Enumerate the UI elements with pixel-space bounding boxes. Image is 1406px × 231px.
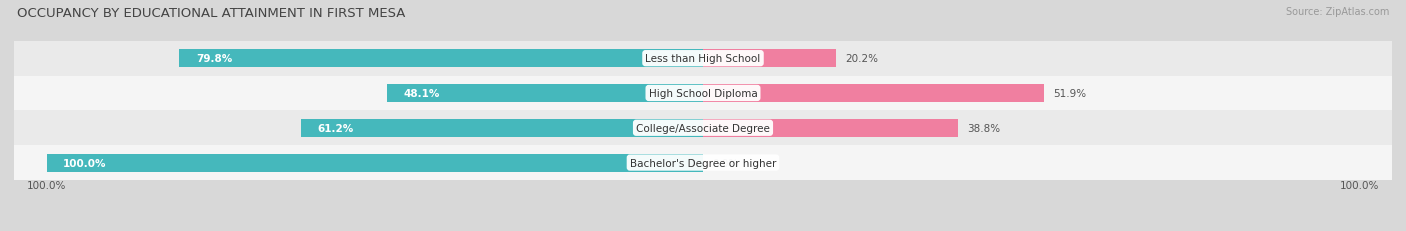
Bar — [14, 76, 1392, 111]
Text: Bachelor's Degree or higher: Bachelor's Degree or higher — [630, 158, 776, 168]
Text: 100.0%: 100.0% — [63, 158, 107, 168]
Bar — [14, 111, 1392, 146]
Text: 51.9%: 51.9% — [1053, 88, 1087, 99]
Text: College/Associate Degree: College/Associate Degree — [636, 123, 770, 133]
Bar — [703, 119, 957, 137]
Text: 0.0%: 0.0% — [713, 158, 740, 168]
Bar — [46, 154, 703, 172]
Text: 100.0%: 100.0% — [1340, 180, 1379, 190]
Text: OCCUPANCY BY EDUCATIONAL ATTAINMENT IN FIRST MESA: OCCUPANCY BY EDUCATIONAL ATTAINMENT IN F… — [17, 7, 405, 20]
Bar — [703, 85, 1043, 103]
Bar — [301, 119, 703, 137]
Text: 48.1%: 48.1% — [404, 88, 440, 99]
Text: 79.8%: 79.8% — [195, 54, 232, 64]
Bar — [14, 42, 1392, 76]
Bar — [14, 146, 1392, 180]
Text: High School Diploma: High School Diploma — [648, 88, 758, 99]
Text: 20.2%: 20.2% — [845, 54, 879, 64]
Text: Less than High School: Less than High School — [645, 54, 761, 64]
Bar — [703, 50, 835, 68]
Bar — [388, 85, 703, 103]
Text: Source: ZipAtlas.com: Source: ZipAtlas.com — [1285, 7, 1389, 17]
Text: 61.2%: 61.2% — [318, 123, 354, 133]
Text: 38.8%: 38.8% — [967, 123, 1001, 133]
Bar — [180, 50, 703, 68]
Text: 100.0%: 100.0% — [27, 180, 66, 190]
